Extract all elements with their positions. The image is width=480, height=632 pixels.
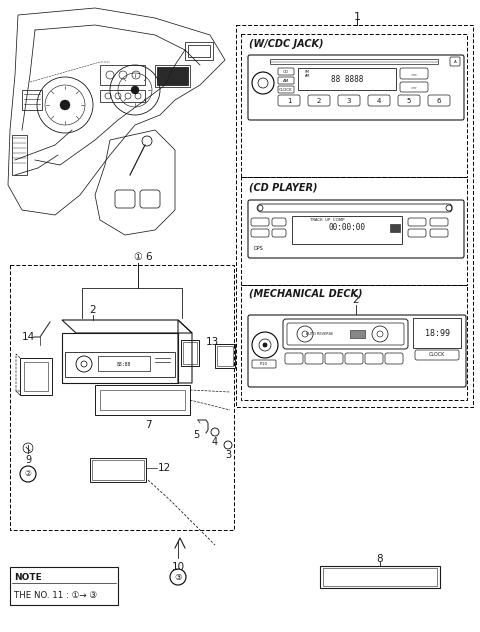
Circle shape bbox=[60, 100, 70, 110]
Text: CLOCK: CLOCK bbox=[279, 88, 293, 92]
Bar bbox=[350, 330, 365, 338]
Text: 4: 4 bbox=[212, 437, 218, 447]
Text: 00:00:00: 00:00:00 bbox=[328, 224, 365, 233]
Text: 88 8888: 88 8888 bbox=[331, 75, 363, 83]
Bar bbox=[292, 216, 402, 244]
Bar bbox=[215, 344, 235, 368]
Text: 10: 10 bbox=[171, 562, 185, 572]
Text: (MECHANICAL DECK): (MECHANICAL DECK) bbox=[249, 289, 362, 299]
Text: 1: 1 bbox=[353, 12, 360, 22]
Circle shape bbox=[131, 86, 139, 94]
Text: AM: AM bbox=[283, 79, 289, 83]
Text: FM: FM bbox=[305, 70, 310, 74]
Text: 14: 14 bbox=[22, 332, 35, 342]
Text: 2: 2 bbox=[90, 305, 96, 315]
Text: A: A bbox=[454, 60, 456, 64]
Text: CLOCK: CLOCK bbox=[429, 353, 445, 358]
Text: 3: 3 bbox=[225, 450, 231, 460]
Bar bbox=[92, 460, 144, 480]
Bar bbox=[10, 567, 118, 605]
Bar bbox=[188, 45, 210, 57]
Bar bbox=[22, 90, 42, 110]
Text: P.10: P.10 bbox=[260, 362, 268, 366]
Bar bbox=[157, 67, 188, 85]
Bar bbox=[98, 356, 150, 371]
Text: TRACK  UP  COMP: TRACK UP COMP bbox=[310, 218, 345, 222]
Text: 5: 5 bbox=[193, 430, 199, 440]
Text: ①: ① bbox=[133, 252, 143, 262]
Text: AM: AM bbox=[305, 74, 311, 78]
Bar bbox=[155, 65, 190, 87]
Text: AUTO REVERSE: AUTO REVERSE bbox=[306, 332, 334, 336]
Text: >>: >> bbox=[410, 85, 418, 89]
Bar bbox=[100, 90, 145, 102]
Text: 2: 2 bbox=[353, 295, 360, 305]
Bar bbox=[183, 342, 197, 364]
Text: 6: 6 bbox=[146, 252, 152, 262]
Text: (CD PLAYER): (CD PLAYER) bbox=[249, 182, 317, 192]
Text: 18:99: 18:99 bbox=[424, 329, 449, 337]
Text: 4: 4 bbox=[377, 98, 381, 104]
Circle shape bbox=[263, 343, 267, 347]
Bar bbox=[413, 318, 461, 348]
Text: 9: 9 bbox=[25, 455, 31, 465]
Text: (W/CDC JACK): (W/CDC JACK) bbox=[249, 39, 324, 49]
Bar bbox=[390, 224, 400, 232]
Text: 5: 5 bbox=[407, 98, 411, 104]
Text: NOTE: NOTE bbox=[14, 573, 42, 581]
Bar bbox=[90, 458, 146, 482]
Bar bbox=[62, 333, 178, 383]
Text: 7: 7 bbox=[144, 420, 151, 430]
Text: ②: ② bbox=[24, 470, 31, 478]
Bar bbox=[270, 59, 438, 64]
Bar bbox=[323, 568, 437, 586]
Text: 12: 12 bbox=[158, 463, 171, 473]
Bar bbox=[298, 68, 396, 90]
Text: DPS: DPS bbox=[253, 246, 263, 252]
Bar bbox=[100, 65, 145, 85]
Text: <<: << bbox=[410, 72, 418, 76]
Text: 3: 3 bbox=[347, 98, 351, 104]
Text: 1: 1 bbox=[287, 98, 291, 104]
Text: 13: 13 bbox=[206, 337, 219, 347]
Text: 88:88: 88:88 bbox=[117, 362, 131, 367]
Text: 2: 2 bbox=[317, 98, 321, 104]
Text: THE NO. 11 : ①→ ③: THE NO. 11 : ①→ ③ bbox=[14, 590, 97, 600]
Bar bbox=[181, 340, 199, 366]
Bar bbox=[217, 346, 233, 366]
Text: 6: 6 bbox=[437, 98, 441, 104]
Text: ③: ③ bbox=[174, 573, 182, 581]
Text: 8: 8 bbox=[377, 554, 384, 564]
Bar bbox=[65, 352, 175, 377]
Bar bbox=[12, 135, 27, 175]
Bar bbox=[185, 42, 213, 60]
Bar bbox=[320, 566, 440, 588]
Text: CD: CD bbox=[283, 70, 289, 74]
